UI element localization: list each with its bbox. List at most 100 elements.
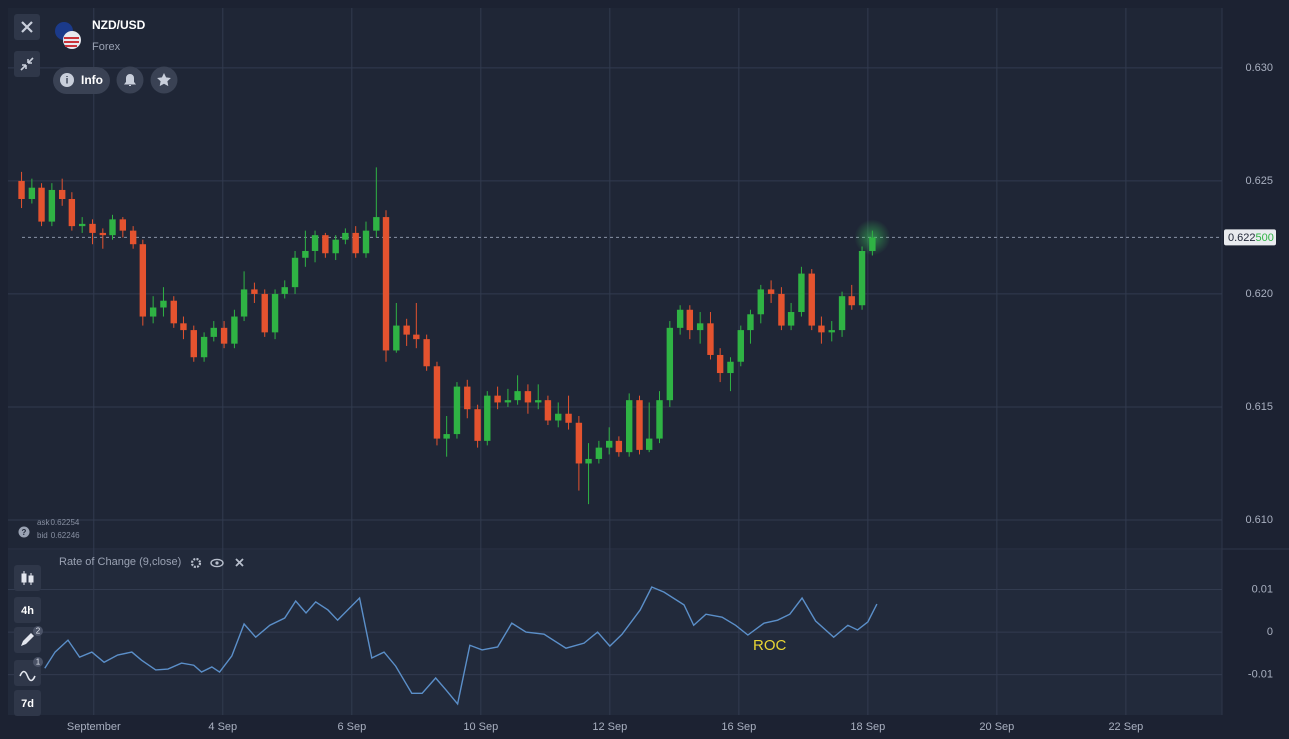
candle-body [808, 273, 815, 326]
chart-type-icon [21, 571, 34, 585]
indicators-icon [19, 670, 36, 682]
candle-body [373, 217, 380, 231]
candle-body [555, 413, 562, 421]
candle-body [858, 250, 866, 306]
y-tick-label: 0 [1267, 626, 1273, 638]
ask-label: ask [37, 518, 50, 527]
candle-body [332, 239, 339, 254]
candle-body [727, 361, 734, 374]
candle-body [109, 219, 116, 236]
x-tick-label: 16 Sep [721, 721, 756, 733]
candle-body [311, 235, 319, 251]
candle-body [676, 309, 684, 328]
candle-body [170, 300, 177, 324]
candle-body [413, 334, 420, 340]
candle-body [686, 309, 694, 331]
candle-body [362, 230, 370, 254]
remove-indicator-icon[interactable] [235, 558, 244, 567]
symbol: NZD/USD [92, 18, 146, 32]
candle-body [869, 237, 876, 251]
candle-body [605, 440, 613, 448]
x-tick-label: 20 Sep [979, 721, 1014, 733]
indicators-button[interactable] [14, 660, 41, 686]
collapse-icon [20, 57, 34, 71]
info-icon [60, 73, 74, 87]
candle-body [585, 458, 592, 464]
candle-body [393, 325, 400, 351]
candle-body [291, 257, 299, 288]
range-button[interactable] [14, 690, 41, 716]
candle-body [828, 330, 835, 333]
star-icon [157, 73, 171, 87]
settings-icon[interactable] [190, 557, 202, 569]
x-tick-label: September [67, 721, 121, 733]
candle-body [453, 386, 461, 435]
help-glyph: ? [22, 528, 27, 537]
y-tick-label: -0.01 [1248, 669, 1273, 681]
flag-us [63, 31, 81, 49]
chart-type-button[interactable] [14, 565, 41, 591]
draw-badge [33, 626, 43, 636]
candle-body [778, 293, 785, 326]
x-tick-label: 12 Sep [592, 721, 627, 733]
x-tick-label: 22 Sep [1108, 721, 1143, 733]
candle-body [848, 296, 855, 306]
info-glyph: i [66, 76, 69, 87]
candle-body [271, 293, 279, 333]
period-button[interactable] [14, 597, 41, 623]
ask-value: 0.62254 [50, 518, 79, 527]
collapse-button[interactable] [14, 51, 40, 77]
candle-body [28, 187, 36, 200]
candle-body [48, 189, 56, 222]
candle-body [524, 391, 532, 403]
candle-body [666, 327, 674, 401]
candle-body [251, 289, 258, 294]
current-price-box [1224, 229, 1276, 246]
draw-badge-count: 2 [36, 627, 41, 636]
x-tick-label: 4 Sep [208, 721, 237, 733]
range-label: 7d [21, 698, 34, 710]
candle-body [443, 434, 450, 439]
y-tick-label: 0.620 [1245, 288, 1273, 300]
candle-body [220, 327, 228, 344]
indicator-name: Rate of Change (9,close) [59, 556, 181, 568]
candle-body [575, 422, 583, 464]
candle-body [190, 330, 197, 358]
candle-body [160, 300, 167, 308]
info-label: Info [81, 73, 103, 87]
candle-body [494, 395, 501, 403]
bid-value: 0.62246 [51, 531, 80, 540]
grid-layer [8, 8, 1222, 715]
candle-body [615, 440, 623, 453]
indicator-badge [33, 657, 43, 667]
pencil-icon [21, 633, 34, 646]
candle-body [838, 296, 846, 331]
candle-body [716, 354, 724, 374]
y-tick-label: 0.625 [1245, 175, 1273, 187]
price-panel [8, 8, 1222, 548]
x-tick-label: 6 Sep [337, 721, 366, 733]
candle-body [139, 244, 147, 317]
candle-body [423, 339, 430, 367]
candle-body [68, 199, 76, 227]
y-tick-label: 0.610 [1245, 514, 1273, 526]
candle-body [818, 325, 825, 333]
help-icon[interactable] [18, 526, 30, 538]
candle-body [302, 250, 309, 258]
roc-line [44, 586, 878, 706]
candle-body [645, 438, 653, 450]
visibility-pupil [215, 561, 219, 565]
candle-body [352, 232, 359, 254]
candle-body [382, 217, 390, 351]
candle-body [625, 400, 633, 453]
candle-body [149, 307, 157, 317]
candle-body [342, 232, 349, 240]
bid-label: bid [37, 531, 48, 540]
candle-body [464, 386, 471, 410]
candle-body [484, 395, 491, 441]
y-tick-label: 0.630 [1245, 62, 1273, 74]
close-icon [21, 21, 33, 33]
visibility-icon[interactable] [210, 558, 224, 568]
candle-body [322, 235, 329, 254]
